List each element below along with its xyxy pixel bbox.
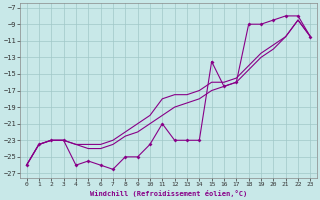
X-axis label: Windchill (Refroidissement éolien,°C): Windchill (Refroidissement éolien,°C): [90, 190, 247, 197]
